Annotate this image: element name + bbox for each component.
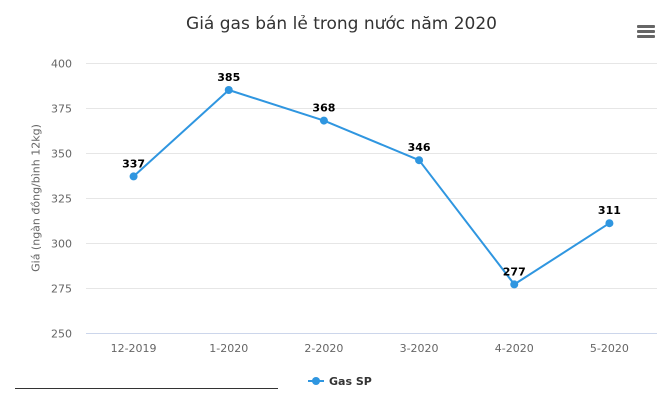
x-tick-label: 4-2020 xyxy=(495,342,534,355)
data-label: 277 xyxy=(503,265,526,278)
data-point xyxy=(129,172,138,181)
x-tick-label: 5-2020 xyxy=(590,342,629,355)
legend-symbol xyxy=(308,375,324,387)
x-tick-label: 1-2020 xyxy=(209,342,248,355)
x-tick-label: 3-2020 xyxy=(400,342,439,355)
x-tick-label: 12-2019 xyxy=(111,342,157,355)
legend-label: Gas SP xyxy=(329,374,372,388)
chart-title: Giá gas bán lẻ trong nước năm 2020 xyxy=(186,14,497,34)
y-tick-label: 350 xyxy=(51,148,72,161)
y-tick-label: 375 xyxy=(51,103,72,116)
y-tick-label: 275 xyxy=(51,283,72,296)
legend-item-gas-sp[interactable]: Gas SP xyxy=(308,372,372,390)
data-label: 337 xyxy=(122,157,145,170)
data-point xyxy=(605,219,614,228)
hamburger-menu-icon[interactable] xyxy=(637,25,655,39)
data-point xyxy=(415,156,424,165)
data-label: 368 xyxy=(312,102,335,115)
data-label: 346 xyxy=(408,141,431,154)
series-line xyxy=(132,89,610,286)
y-tick-label: 250 xyxy=(51,328,72,341)
divider xyxy=(15,388,278,389)
y-tick-label: 325 xyxy=(51,193,72,206)
data-label: 311 xyxy=(598,204,621,217)
y-tick-label: 300 xyxy=(51,238,72,251)
data-point xyxy=(319,116,328,125)
data-label: 385 xyxy=(217,71,240,84)
data-point xyxy=(510,280,519,289)
y-tick-label: 400 xyxy=(51,58,72,71)
x-tick-label: 2-2020 xyxy=(304,342,343,355)
data-point xyxy=(224,86,233,94)
